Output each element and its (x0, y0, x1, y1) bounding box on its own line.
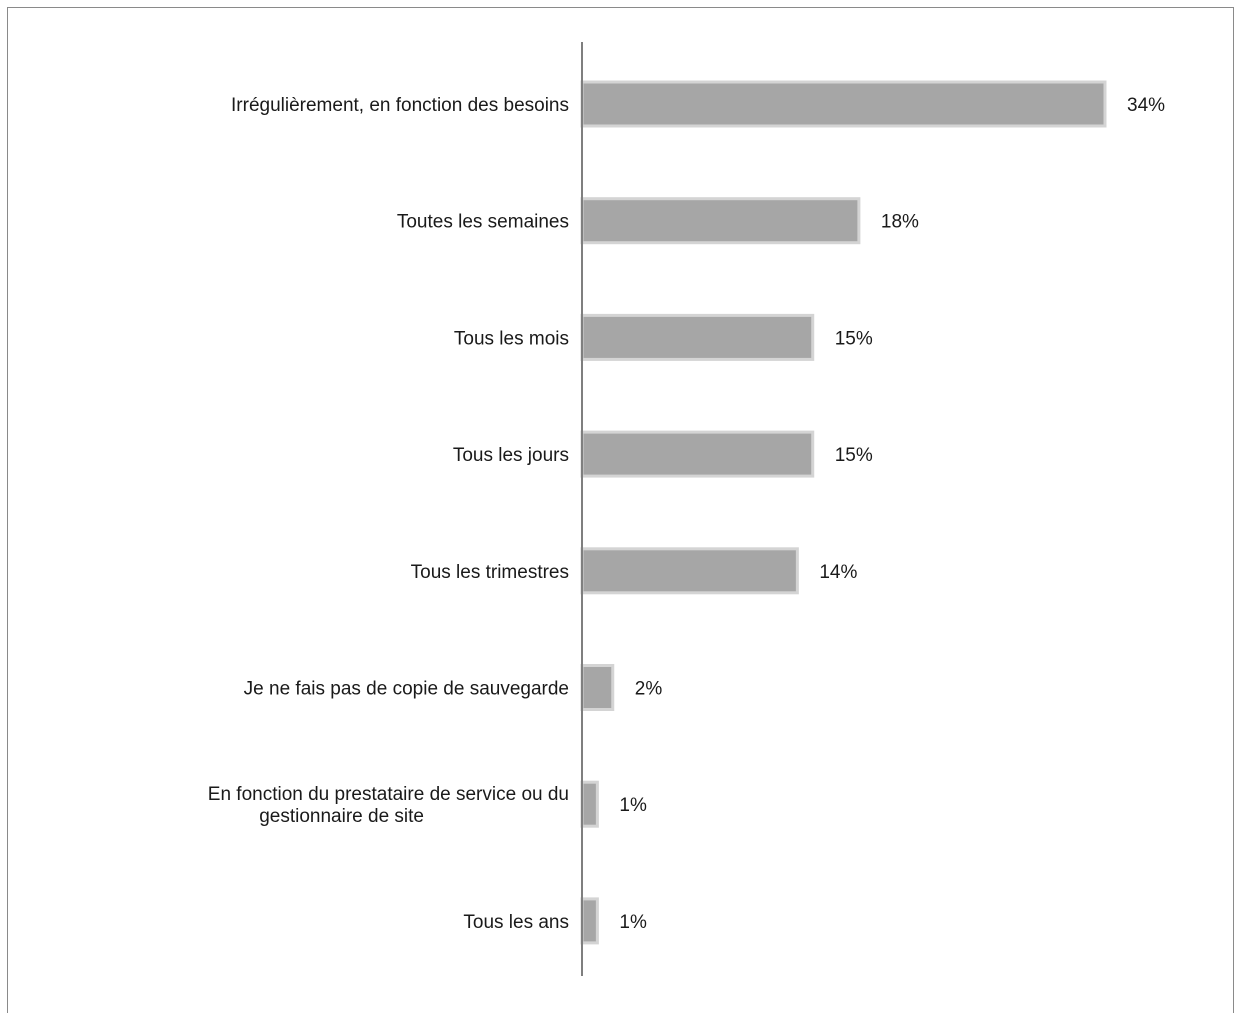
chart-frame (7, 7, 1234, 1013)
category-label: Je ne fais pas de copie de sauvegarde (244, 679, 569, 700)
category-label-line: Tous les ans (463, 912, 569, 933)
bar (580, 780, 599, 828)
category-label-line: En fonction du prestataire de service ou… (208, 784, 569, 805)
category-label: Irrégulièrement, en fonction des besoins (231, 95, 569, 116)
data-label: 18% (881, 212, 919, 233)
bar (580, 430, 815, 478)
bars-layer (580, 80, 1107, 945)
category-label-line: Irrégulièrement, en fonction des besoins (231, 95, 569, 116)
bar (580, 80, 1107, 128)
category-label: Tous les jours (453, 445, 569, 466)
category-label-line: gestionnaire de site (259, 806, 424, 827)
data-label: 2% (635, 679, 663, 700)
category-label: Toutes les semaines (397, 212, 569, 233)
category-label-line: Tous les mois (454, 328, 569, 349)
category-label-line: Je ne fais pas de copie de sauvegarde (244, 679, 569, 700)
category-label: Tous les trimestres (411, 562, 569, 583)
bar (580, 197, 861, 245)
data-label: 1% (619, 795, 647, 816)
category-label: Tous les ans (463, 912, 569, 933)
category-label-line: Toutes les semaines (397, 212, 569, 233)
bar (580, 313, 815, 361)
data-label: 14% (819, 562, 857, 583)
category-label-line: Tous les jours (453, 445, 569, 466)
category-label: En fonction du prestataire de service ou… (208, 784, 569, 827)
category-label-line: Tous les trimestres (411, 562, 569, 583)
labels-layer: 34% Irrégulièrement, en fonction des beso… (208, 95, 1165, 933)
data-label: 34% (1127, 95, 1165, 116)
data-label: 15% (835, 445, 873, 466)
category-label: Tous les mois (454, 328, 569, 349)
data-label: 15% (835, 328, 873, 349)
data-label: 1% (619, 912, 647, 933)
bar (580, 547, 799, 595)
bar (580, 664, 615, 711)
bar (580, 897, 599, 945)
